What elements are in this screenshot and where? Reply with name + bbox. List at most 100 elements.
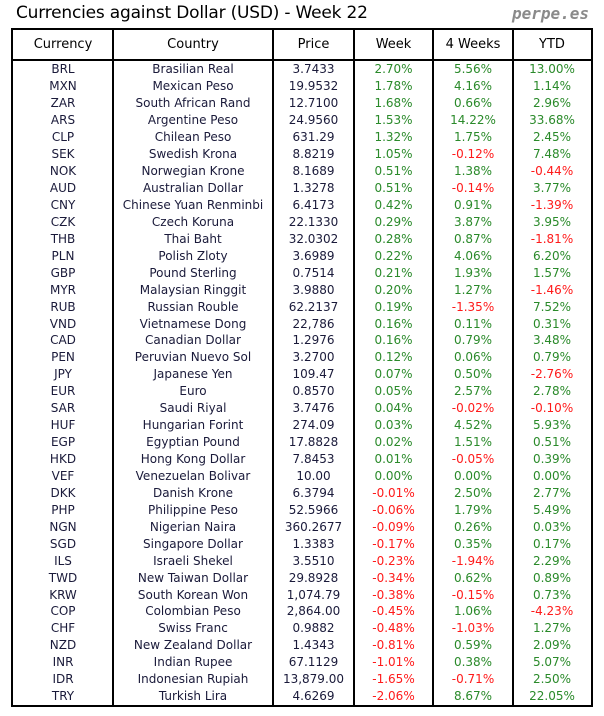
cell-currency: RUB: [50, 299, 76, 314]
cell-4-weeks: 1.75%: [453, 130, 493, 145]
cell-country: Singapore Dollar: [143, 536, 243, 551]
cell-price: 1,074.79: [286, 587, 341, 602]
table-row: PEN Peruvian Nuevo Sol 3.2700 0.12% 0.06% 0.7…: [13, 349, 591, 366]
cell-price: 360.2677: [284, 519, 343, 534]
header-ytd: YTD: [539, 37, 565, 52]
cell-ytd: 2.29%: [532, 553, 572, 568]
cell-country: Danish Krone: [152, 485, 234, 500]
cell-4-weeks: -0.15%: [451, 587, 495, 602]
cell-currency: NGN: [49, 519, 77, 534]
cell-country: Hong Kong Dollar: [140, 452, 246, 467]
cell-currency: TRY: [51, 689, 75, 704]
cell-week: 0.29%: [374, 214, 413, 229]
cell-week: 0.28%: [374, 231, 413, 246]
cell-week: -0.17%: [372, 536, 415, 551]
table-row: CNY Chinese Yuan Renminbi 6.4173 0.42% 0.91%…: [13, 197, 591, 214]
cell-ytd: 0.79%: [532, 350, 572, 365]
cell-country: Chinese Yuan Renminbi: [122, 197, 264, 212]
cell-price: 22,786: [292, 316, 335, 331]
cell-currency: EGP: [50, 435, 76, 450]
cell-week: 0.20%: [374, 282, 413, 297]
cell-currency: MXN: [49, 79, 77, 94]
cell-week: -0.45%: [372, 604, 415, 619]
cell-week: 0.02%: [374, 435, 413, 450]
cell-price: 1.3278: [292, 181, 335, 196]
cell-week: 0.12%: [374, 350, 413, 365]
cell-price: 67.1129: [288, 655, 339, 670]
table-row: EGP Egyptian Pound 17.8828 0.02% 1.51% 0.51%: [13, 434, 591, 451]
table-row: ZAR South African Rand 12.7100 1.68% 0.66% 2.…: [13, 95, 591, 112]
cell-currency: SGD: [49, 536, 77, 551]
cell-4-weeks: 0.59%: [453, 638, 493, 653]
cell-ytd: 5.49%: [532, 502, 572, 517]
cell-week: -0.01%: [372, 485, 415, 500]
cell-price: 3.7476: [292, 401, 335, 416]
cell-country: South Korean Won: [137, 587, 249, 602]
table-row: ILS Israeli Shekel 3.5510 -0.23% -1.94% 2.29%: [13, 552, 591, 569]
cell-price: 17.8828: [288, 435, 339, 450]
cell-ytd: 0.89%: [532, 570, 572, 585]
table-row: CLP Chilean Peso 631.29 1.32% 1.75% 2.45%: [13, 129, 591, 146]
cell-week: 2.70%: [374, 62, 413, 77]
cell-4-weeks: 1.79%: [453, 502, 493, 517]
cell-price: 19.9532: [288, 79, 339, 94]
column-divider: [112, 30, 114, 705]
cell-4-weeks: 4.16%: [453, 79, 493, 94]
cell-ytd: 7.52%: [532, 299, 572, 314]
cell-price: 631.29: [292, 130, 335, 145]
cell-price: 8.1689: [292, 164, 335, 179]
table-row: VND Vietnamese Dong 22,786 0.16% 0.11% 0.31%: [13, 315, 591, 332]
cell-price: 4.6269: [292, 689, 335, 704]
cell-week: -0.06%: [372, 502, 415, 517]
cell-week: -0.34%: [372, 570, 415, 585]
table-header: Currency Country Price Week 4 Weeks YTD: [13, 30, 591, 61]
table-row: GBP Pound Sterling 0.7514 0.21% 1.93% 1.57%: [13, 264, 591, 281]
table-row: DKK Danish Krone 6.3794 -0.01% 2.50% 2.77%: [13, 484, 591, 501]
cell-week: 0.05%: [374, 384, 413, 399]
cell-ytd: 6.20%: [532, 248, 572, 263]
cell-4-weeks: -0.14%: [451, 181, 495, 196]
cell-country: Hungarian Forint: [142, 418, 244, 433]
cell-price: 10.00: [296, 468, 331, 483]
cell-country: Egyptian Pound: [146, 435, 240, 450]
cell-price: 29.8928: [288, 570, 339, 585]
cell-4-weeks: -0.02%: [451, 401, 495, 416]
header-price: Price: [297, 37, 330, 52]
cell-ytd: 1.27%: [532, 621, 572, 636]
cell-week: 0.07%: [374, 367, 413, 382]
cell-ytd: -1.46%: [530, 282, 574, 297]
cell-currency: GBP: [50, 265, 76, 280]
cell-4-weeks: 3.87%: [453, 214, 493, 229]
table-row: SEK Swedish Krona 8.8219 1.05% -0.12% 7.48%: [13, 146, 591, 163]
table-row: CHF Swiss Franc 0.9882 -0.48% -1.03% 1.27%: [13, 620, 591, 637]
cell-price: 274.09: [292, 418, 335, 433]
cell-currency: HUF: [50, 418, 76, 433]
cell-ytd: 3.48%: [532, 333, 572, 348]
table-row: KRW South Korean Won 1,074.79 -0.38% -0.15% 0…: [13, 586, 591, 603]
brand-logo: perpe.es: [511, 4, 589, 23]
cell-4-weeks: 5.56%: [453, 62, 493, 77]
cell-country: Euro: [179, 384, 207, 399]
cell-currency: COP: [50, 604, 76, 619]
cell-ytd: 5.07%: [532, 655, 572, 670]
cell-price: 12.7100: [288, 96, 339, 111]
cell-currency: SAR: [50, 401, 76, 416]
header-country: Country: [167, 37, 219, 52]
cell-ytd: -1.39%: [530, 197, 574, 212]
cell-week: 0.16%: [374, 316, 413, 331]
cell-country: Chilean Peso: [154, 130, 232, 145]
table-row: IDR Indonesian Rupiah 13,879.00 -1.65% -0.71…: [13, 671, 591, 688]
cell-currency: DKK: [50, 485, 76, 500]
table-row: TRY Turkish Lira 4.6269 -2.06% 8.67% 22.05%: [13, 688, 591, 705]
cell-week: -0.09%: [372, 519, 415, 534]
cell-ytd: -0.44%: [530, 164, 574, 179]
cell-currency: CHF: [50, 621, 76, 636]
cell-ytd: 7.48%: [532, 147, 572, 162]
cell-currency: NOK: [49, 164, 77, 179]
cell-ytd: 0.03%: [532, 519, 572, 534]
cell-ytd: 22.05%: [529, 689, 575, 704]
cell-currency: SEK: [51, 147, 75, 162]
cell-country: Venezuelan Bolivar: [135, 468, 251, 483]
cell-ytd: 13.00%: [529, 62, 575, 77]
cell-currency: ZAR: [50, 96, 76, 111]
